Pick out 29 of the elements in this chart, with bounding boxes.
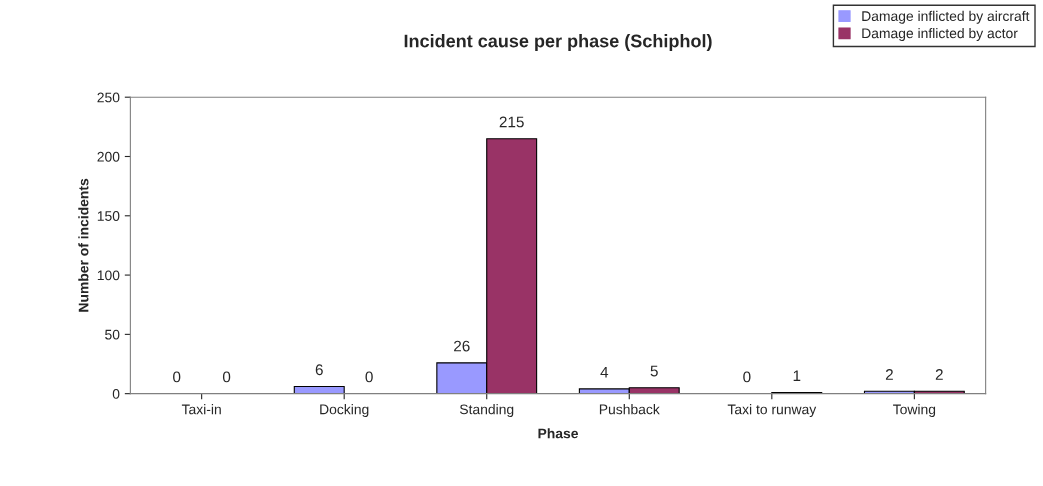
y-tick-label: 200 xyxy=(97,151,120,162)
y-tick-label: 0 xyxy=(112,388,120,399)
data-label: 1 xyxy=(793,370,801,381)
x-tick-label: Pushback xyxy=(599,404,660,415)
x-tick-label: Docking xyxy=(320,404,369,418)
data-label: 5 xyxy=(650,365,658,377)
data-label: 0 xyxy=(365,371,373,383)
x-tick-label: Taxi-in xyxy=(181,404,221,415)
data-label: 2 xyxy=(885,369,893,380)
legend-label: Damage inflicted by actor xyxy=(862,28,1018,41)
data-label: 0 xyxy=(743,371,751,383)
data-label: 0 xyxy=(222,371,231,383)
x-tick-label: Towing xyxy=(893,404,936,418)
data-label: 2 xyxy=(935,369,943,380)
data-label: 6 xyxy=(315,364,323,376)
x-axis-title: Phase xyxy=(538,428,578,439)
chart-title: Incident cause per phase (Schiphol) xyxy=(404,34,712,51)
y-tick-label: 50 xyxy=(105,329,120,340)
data-label: 215 xyxy=(499,116,524,128)
data-label: 0 xyxy=(173,371,181,383)
y-tick-label: 100 xyxy=(97,270,120,281)
data-label: 26 xyxy=(454,340,470,352)
y-tick-label: 250 xyxy=(97,92,120,103)
legend-label: Damage inflicted by aircraft xyxy=(862,10,1030,24)
data-label: 4 xyxy=(600,366,609,378)
y-tick-label: 150 xyxy=(97,211,120,221)
x-tick-label: Standing xyxy=(459,404,514,418)
y-axis-title: Number of incidents xyxy=(78,178,89,312)
x-tick-label: Taxi to runway xyxy=(727,404,817,418)
